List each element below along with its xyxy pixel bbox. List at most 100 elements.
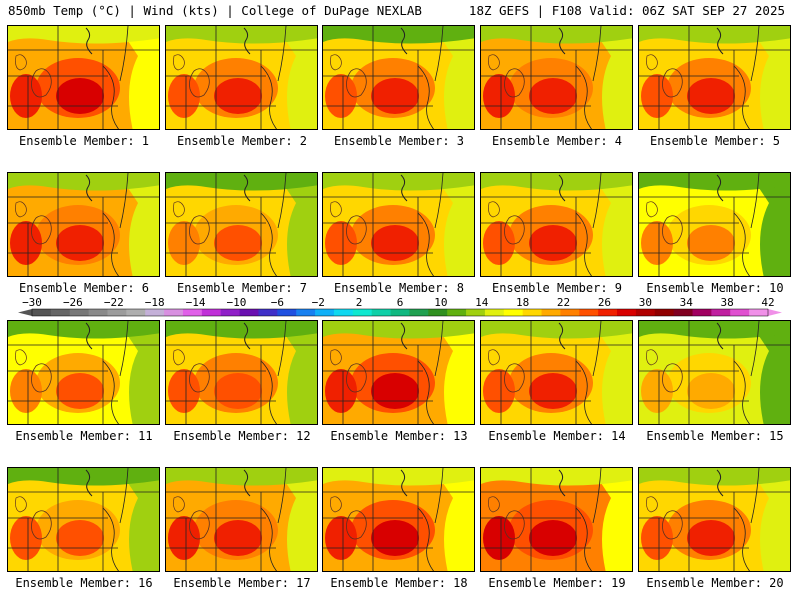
ensemble-member-label: Ensemble Member: 19 — [488, 576, 626, 590]
ensemble-member-map — [638, 172, 791, 277]
colorbar-swatch — [428, 309, 448, 316]
temperature-field — [323, 468, 474, 571]
colorbar-hot-arrow — [768, 309, 782, 316]
ensemble-member-map — [480, 172, 633, 277]
ensemble-member-map — [7, 467, 160, 572]
colorbar-swatch — [371, 309, 392, 316]
temperature-field — [639, 173, 790, 276]
colorbar-swatch — [333, 309, 354, 316]
ensemble-member-label: Ensemble Member: 4 — [491, 134, 623, 148]
colorbar-tick-label: 2 — [356, 296, 363, 309]
temperature-field — [481, 468, 632, 571]
colorbar-tick-label: 30 — [639, 296, 652, 309]
ensemble-member-label: Ensemble Member: 1 — [18, 134, 150, 148]
ensemble-member-map — [480, 467, 633, 572]
colorbar-swatch — [258, 309, 278, 316]
model-valid-time: 18Z GEFS | F108 Valid: 06Z SAT SEP 27 20… — [468, 3, 785, 18]
temperature-field — [323, 173, 474, 276]
temperature-field — [166, 26, 317, 129]
temperature-field — [481, 173, 632, 276]
colorbar-tick-label: −22 — [104, 296, 124, 309]
colorbar-tick-label: −6 — [271, 296, 284, 309]
colorbar-swatch — [617, 309, 637, 316]
ensemble-member-label: Ensemble Member: 12 — [173, 429, 311, 443]
colorbar-tick-label: −14 — [186, 296, 206, 309]
ensemble-member-map — [165, 467, 318, 572]
colorbar-tick-label: −2 — [312, 296, 325, 309]
colorbar-swatch — [88, 309, 108, 316]
temperature-field — [323, 26, 474, 129]
ensemble-member-label: Ensemble Member: 10 — [646, 281, 784, 295]
ensemble-member-label: Ensemble Member: 18 — [330, 576, 468, 590]
colorbar-swatch — [503, 309, 524, 316]
ensemble-member-label: Ensemble Member: 9 — [491, 281, 623, 295]
colorbar-swatch — [447, 309, 467, 316]
ensemble-member-label: Ensemble Member: 16 — [15, 576, 153, 590]
ensemble-member-label: Ensemble Member: 13 — [330, 429, 468, 443]
ensemble-member-map — [7, 320, 160, 425]
colorbar-swatch — [522, 309, 543, 316]
colorbar-swatch — [182, 309, 203, 316]
ensemble-member-map — [7, 172, 160, 277]
colorbar-swatch — [239, 309, 259, 316]
ensemble-member-label: Ensemble Member: 15 — [646, 429, 784, 443]
ensemble-member-label: Ensemble Member: 2 — [176, 134, 308, 148]
ensemble-member-map — [322, 172, 475, 277]
ensemble-member-map — [322, 320, 475, 425]
colorbar-swatch — [390, 309, 410, 316]
colorbar-swatch — [107, 309, 127, 316]
ensemble-member-map — [480, 25, 633, 130]
map-title: 850mb Temp (°C) | Wind (kts) | College o… — [8, 3, 422, 18]
colorbar-swatch — [560, 309, 580, 316]
ensemble-member-map — [480, 320, 633, 425]
temperature-field — [323, 321, 474, 424]
colorbar-swatch — [164, 309, 184, 316]
temperature-field — [8, 173, 159, 276]
colorbar-swatch — [32, 309, 52, 316]
temperature-field — [639, 321, 790, 424]
colorbar-tick-label: 26 — [598, 296, 611, 309]
ensemble-member-label: Ensemble Member: 3 — [333, 134, 465, 148]
colorbar-swatch — [711, 309, 731, 316]
temperature-colorbar: −30 −26 −22 −18 −14 −10 −6 −2 2 6 10 14 18 22 26 30 34 38… — [18, 296, 782, 317]
colorbar-swatch — [296, 309, 316, 316]
ensemble-member-map — [322, 467, 475, 572]
temperature-field — [8, 321, 159, 424]
colorbar-swatch — [598, 309, 618, 316]
colorbar-swatch — [484, 309, 505, 316]
colorbar-swatch — [352, 309, 373, 316]
temperature-field — [166, 468, 317, 571]
colorbar-tick-label: 38 — [720, 296, 733, 309]
temperature-field — [481, 321, 632, 424]
temperature-field — [166, 173, 317, 276]
ensemble-member-map — [638, 467, 791, 572]
colorbar-swatch — [673, 309, 694, 316]
colorbar-swatch — [541, 309, 561, 316]
ensemble-member-label: Ensemble Member: 11 — [15, 429, 153, 443]
colorbar-swatch — [635, 309, 656, 316]
colorbar-tick-label: 18 — [516, 296, 529, 309]
colorbar-swatch — [201, 309, 222, 316]
ensemble-member-map — [638, 320, 791, 425]
colorbar-tick-label: −10 — [227, 296, 247, 309]
ensemble-member-map — [165, 320, 318, 425]
colorbar-swatch — [409, 309, 429, 316]
colorbar-swatch — [220, 309, 241, 316]
colorbar-swatch — [69, 309, 90, 316]
ensemble-member-map — [165, 25, 318, 130]
colorbar-swatch — [466, 309, 486, 316]
colorbar-tick-label: −30 — [22, 296, 42, 309]
temperature-field — [481, 26, 632, 129]
temperature-field — [8, 26, 159, 129]
temperature-field — [8, 468, 159, 571]
colorbar-swatch — [692, 309, 712, 316]
ensemble-member-map — [165, 172, 318, 277]
colorbar-tick-label: 34 — [680, 296, 694, 309]
colorbar-swatch — [145, 309, 165, 316]
ensemble-member-label: Ensemble Member: 17 — [173, 576, 311, 590]
colorbar-tick-label: 10 — [434, 296, 447, 309]
colorbar-swatch — [50, 309, 71, 316]
ensemble-member-label: Ensemble Member: 14 — [488, 429, 626, 443]
ensemble-member-map — [638, 25, 791, 130]
ensemble-member-label: Ensemble Member: 7 — [176, 281, 308, 295]
